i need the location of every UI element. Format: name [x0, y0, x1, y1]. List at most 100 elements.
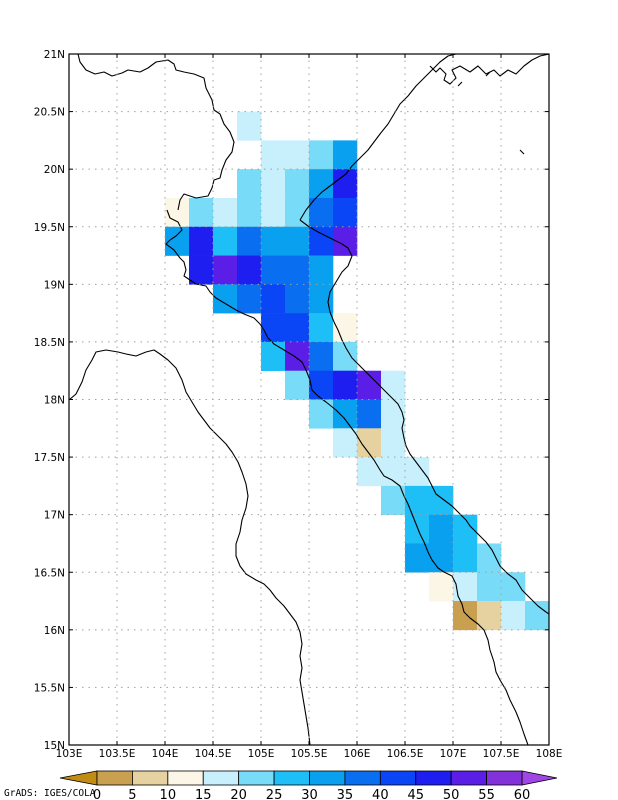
grid-cell [333, 197, 358, 228]
colorbar-swatch [167, 770, 204, 786]
colorbar-label: 30 [301, 788, 318, 800]
grid-cell [261, 284, 286, 314]
colorbar-label: 15 [195, 788, 212, 800]
grid-cell [405, 485, 430, 515]
colorbar: 0 5 10 15 20 25 30 35 40 45 50 55 60 [59, 770, 558, 800]
colorbar-label: 35 [337, 788, 354, 800]
grid-cell [309, 255, 334, 285]
lat-tick-label: 18N [44, 395, 65, 407]
grid-cell [333, 169, 358, 199]
lat-tick-label: 17N [44, 510, 65, 522]
grid-cell [525, 601, 549, 631]
colorbar-swatch [486, 770, 523, 786]
border-west [165, 209, 529, 745]
grid-cell [333, 370, 358, 400]
grid-cell [381, 399, 406, 429]
grid-cell [357, 457, 382, 487]
lat-tick-label: 21N [44, 49, 65, 61]
grid-cell [165, 197, 190, 228]
grid-cell [477, 572, 502, 602]
colorbar-swatch [450, 770, 487, 786]
grid-cell [309, 197, 334, 228]
grid-cell [381, 485, 406, 515]
grid-cell [477, 543, 502, 573]
grid-cell [333, 428, 358, 458]
grid-cell [309, 313, 334, 343]
grid-cell [237, 255, 262, 285]
lon-tick-label: 104E [152, 748, 179, 760]
lon-tick-label: 106.5E [387, 748, 424, 760]
lat-tick-label: 16.5N [34, 567, 65, 579]
lon-tick-label: 105E [248, 748, 275, 760]
precipitation-cells [165, 111, 549, 631]
lon-tick-label: 106E [344, 748, 371, 760]
lon-tick-label: 103.5E [99, 748, 136, 760]
lat-tick-label: 19.5N [34, 222, 65, 234]
grads-credit: GrADS: IGES/COLA [4, 788, 96, 799]
colorbar-swatch [309, 770, 346, 786]
grid-cell [429, 485, 454, 515]
grid-cell [285, 197, 310, 228]
lat-tick-label: 19N [44, 279, 65, 291]
grid-cell [357, 399, 382, 429]
grid-cell [381, 457, 406, 487]
grid-cell [309, 169, 334, 199]
coastline-islands [429, 54, 549, 85]
graticule [69, 54, 549, 745]
coastline-small-islands [457, 71, 525, 155]
colorbar-swatch [96, 770, 133, 786]
grid-cell [453, 543, 478, 573]
grid-cell [477, 601, 502, 631]
grid-cell [405, 514, 430, 544]
grid-cell [189, 255, 214, 285]
grid-cell [237, 284, 262, 314]
colorbar-swatch [202, 770, 240, 786]
colorbar-swatch [415, 770, 452, 786]
lat-tick-label: 17.5N [34, 452, 65, 464]
grid-cell [261, 255, 286, 285]
grid-cell [261, 313, 286, 343]
colorbar-label: 50 [443, 788, 460, 800]
grid-cell [285, 169, 310, 199]
grid-cell [429, 572, 454, 602]
grid-cell [261, 197, 286, 228]
border-laos-thailand [69, 349, 311, 745]
grid-cell [285, 226, 310, 256]
grid-cell [213, 255, 238, 285]
colorbar-label: 60 [514, 788, 531, 800]
grid-cell [501, 601, 526, 631]
lon-tick-label: 104.5E [195, 748, 232, 760]
grid-cell [501, 572, 526, 602]
grid-cell [261, 169, 286, 199]
grid-cell [213, 226, 238, 256]
grid-cell [237, 226, 262, 256]
colorbar-label: 20 [230, 788, 247, 800]
coastline-gulf-north [299, 54, 457, 221]
lat-tick-label: 15.5N [34, 682, 65, 694]
lon-tick-label: 108E [536, 748, 563, 760]
grid-cell [285, 140, 310, 170]
lat-tick-label: 15N [44, 740, 65, 752]
lat-tick-label: 20N [44, 164, 65, 176]
grid-cell [429, 514, 454, 544]
colorbar-label: 45 [407, 788, 424, 800]
colorbar-swatch [132, 770, 169, 786]
lat-tick-label: 16N [44, 625, 65, 637]
lat-tick-label: 20.5N [34, 107, 65, 119]
grid-cell [453, 601, 478, 631]
grid-cell [309, 140, 334, 170]
colorbar-label: 5 [128, 788, 136, 800]
colorbar-under-arrow [59, 770, 98, 786]
grid-cell [189, 197, 214, 228]
colorbar-swatch [273, 770, 310, 786]
grid-cell [405, 457, 430, 487]
grid-cell [189, 226, 214, 256]
grid-cell [381, 428, 406, 458]
grid-cell [381, 370, 406, 400]
coastline-north [77, 54, 235, 211]
axis-ticks: 103E 103.5E 104E 104.5E 105E 105.5E 106E 106.5E… [34, 49, 563, 760]
lon-tick-label: 105.5E [291, 748, 328, 760]
colorbar-over-arrow [521, 770, 558, 786]
coastline-east [299, 219, 549, 615]
